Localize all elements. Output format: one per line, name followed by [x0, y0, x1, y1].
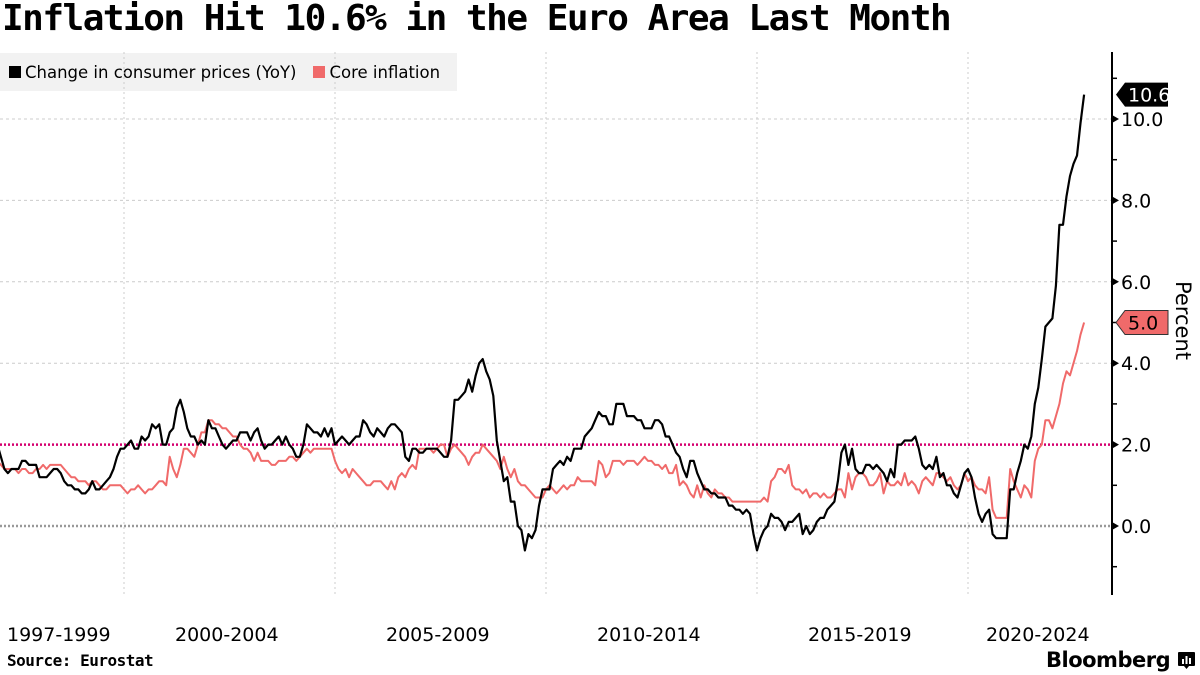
last-value-badges: 10.6 5.0	[1115, 82, 1170, 335]
x-tick-label: 2000-2004	[175, 624, 279, 646]
y-tick-label: 2.0	[1121, 435, 1151, 457]
vertical-gridlines	[123, 52, 969, 595]
y-major-tick	[1112, 196, 1119, 205]
x-tick-label: 1997-1999	[7, 624, 111, 646]
legend-swatch-headline	[9, 66, 21, 78]
chart-title: Inflation Hit 10.6% in the Euro Area Las…	[2, 0, 952, 39]
legend-label-core: Core inflation	[329, 62, 441, 82]
y-tick-label: 8.0	[1121, 190, 1151, 212]
x-tick-label: 2020-2024	[986, 624, 1090, 646]
y-tick-label: 4.0	[1121, 353, 1151, 375]
bloomberg-chart-icon	[1178, 652, 1195, 669]
last-value-label-headline: 10.6	[1128, 85, 1170, 107]
last-value-badge-core	[1115, 310, 1169, 335]
y-tick-label: 10.0	[1121, 109, 1163, 131]
y-major-tick	[1112, 359, 1119, 368]
x-tick-label: 2010-2014	[597, 624, 701, 646]
y-axis: 0.0 2.0 4.0 6.0 8.0 10.0	[1111, 52, 1163, 595]
legend: Change in consumer prices (YoY) Core inf…	[0, 53, 457, 91]
y-major-tick	[1112, 277, 1119, 286]
x-axis-labels: 1997-1999 2000-2004 2005-2009 2010-2014 2015…	[7, 624, 1090, 646]
y-tick-label: 6.0	[1121, 272, 1151, 294]
legend-item-headline: Change in consumer prices (YoY)	[9, 63, 296, 82]
x-tick-label: 2015-2019	[808, 624, 912, 646]
legend-swatch-core	[313, 66, 326, 78]
last-value-badge-headline	[1116, 82, 1168, 107]
legend-item-core: Core inflation	[313, 63, 440, 82]
brand-logo: Bloomberg	[1046, 648, 1171, 672]
y-tick-label: 0.0	[1121, 516, 1151, 538]
y-major-tick	[1112, 522, 1119, 530]
horizontal-gridlines	[0, 118, 1112, 364]
legend-label-headline: Change in consumer prices (YoY)	[25, 62, 297, 82]
last-value-label-core: 5.0	[1128, 313, 1158, 335]
source-note: Source: Eurostat	[7, 651, 154, 670]
series-line-headline	[0, 94, 1086, 552]
x-tick-label: 2005-2009	[386, 624, 490, 646]
series-lines	[0, 94, 1086, 552]
reference-lines	[0, 443, 1112, 528]
y-major-tick	[1112, 440, 1119, 449]
y-axis-title: Percent	[1171, 281, 1195, 360]
y-major-tick	[1112, 115, 1119, 123]
